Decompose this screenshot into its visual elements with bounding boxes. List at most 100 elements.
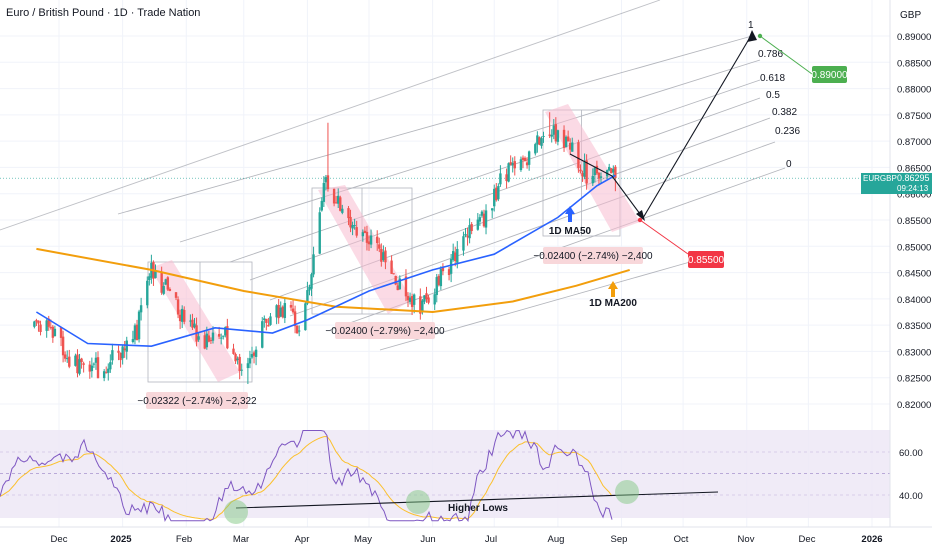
candle xyxy=(168,287,172,292)
candle-body xyxy=(376,236,379,244)
candle xyxy=(293,305,297,334)
candle-body xyxy=(519,159,523,171)
candle-body xyxy=(404,276,408,297)
time-tick-label: Sep xyxy=(611,534,628,545)
candle xyxy=(499,165,502,187)
rsi-panel: Higher Lows xyxy=(0,429,890,524)
candle xyxy=(367,235,371,251)
candle xyxy=(566,130,570,142)
channel-line xyxy=(289,141,776,317)
candle-body xyxy=(178,314,182,322)
candle xyxy=(312,246,315,278)
candle-body xyxy=(207,335,211,342)
candle xyxy=(425,286,428,303)
candle xyxy=(63,351,67,362)
candle-body xyxy=(476,219,480,230)
candle xyxy=(76,349,79,378)
candle-body xyxy=(135,324,139,341)
candle-body xyxy=(82,363,85,365)
candle-body xyxy=(507,163,510,182)
candle-body xyxy=(193,323,196,328)
candle xyxy=(248,350,252,369)
candle xyxy=(94,352,98,370)
candle xyxy=(347,206,350,226)
candle xyxy=(351,221,354,236)
fib-level-label: 0.236 xyxy=(775,126,800,137)
candle xyxy=(433,288,436,310)
projection-lead xyxy=(569,153,613,177)
candle-body xyxy=(318,212,321,254)
candle-body xyxy=(334,202,338,204)
candle-body xyxy=(542,135,545,137)
candle xyxy=(121,344,124,365)
candle xyxy=(304,300,307,331)
candle xyxy=(464,227,467,238)
candle-body xyxy=(447,269,451,276)
measure-label-text: −0.02400 (−2.74%) −2,400 xyxy=(533,251,653,262)
candle-body xyxy=(493,188,496,207)
candle-body xyxy=(324,177,328,183)
candle-body xyxy=(246,363,250,369)
candle xyxy=(390,255,393,274)
candle xyxy=(599,172,603,184)
candle xyxy=(88,360,91,379)
candle-body xyxy=(564,136,568,148)
candle-body xyxy=(267,324,270,327)
candle xyxy=(585,154,588,190)
candle-body xyxy=(550,134,553,137)
candle xyxy=(478,214,482,226)
ma200-arrow-icon xyxy=(608,281,618,297)
candle-body xyxy=(470,224,473,231)
candle xyxy=(349,209,352,233)
candle-body xyxy=(478,217,482,222)
candle-body xyxy=(382,252,385,261)
candle xyxy=(556,129,560,146)
candle-body xyxy=(59,327,63,338)
candle xyxy=(523,156,527,162)
candle xyxy=(554,117,558,144)
candle-body xyxy=(439,269,443,287)
rsi-ma-line xyxy=(0,435,613,520)
candle xyxy=(408,292,412,305)
candle xyxy=(102,369,106,382)
time-tick-label: Jul xyxy=(485,534,497,545)
candle-body xyxy=(109,362,112,370)
candle xyxy=(51,324,55,343)
time-tick-label: Mar xyxy=(233,534,249,545)
candle-body xyxy=(125,340,128,352)
candle xyxy=(419,288,422,320)
candle-body xyxy=(410,296,414,307)
candle xyxy=(454,246,457,267)
candle xyxy=(334,196,338,204)
candle-body xyxy=(105,372,108,374)
candle-body xyxy=(398,278,402,290)
candle-body xyxy=(279,307,282,317)
candle-body xyxy=(289,304,293,308)
candle-body xyxy=(66,358,69,360)
candle-body xyxy=(406,296,410,301)
candle-body xyxy=(92,363,96,365)
candle xyxy=(550,129,553,143)
candle-body xyxy=(222,335,225,337)
candle xyxy=(47,315,50,331)
candle-body xyxy=(408,297,412,302)
candle-body xyxy=(425,293,428,300)
candle-body xyxy=(68,356,71,367)
candle-body xyxy=(275,305,278,318)
candle xyxy=(209,337,213,344)
target-down-line xyxy=(639,219,689,255)
candle xyxy=(189,314,192,327)
candle xyxy=(462,231,465,256)
candle-body xyxy=(456,248,459,263)
candle-body xyxy=(569,142,572,150)
candle-body xyxy=(320,200,323,211)
candle-body xyxy=(283,303,287,318)
candle-body xyxy=(291,308,295,313)
candle-body xyxy=(484,210,488,228)
candle-body xyxy=(269,316,272,325)
candle-body xyxy=(250,354,254,358)
candle-body xyxy=(556,130,560,142)
